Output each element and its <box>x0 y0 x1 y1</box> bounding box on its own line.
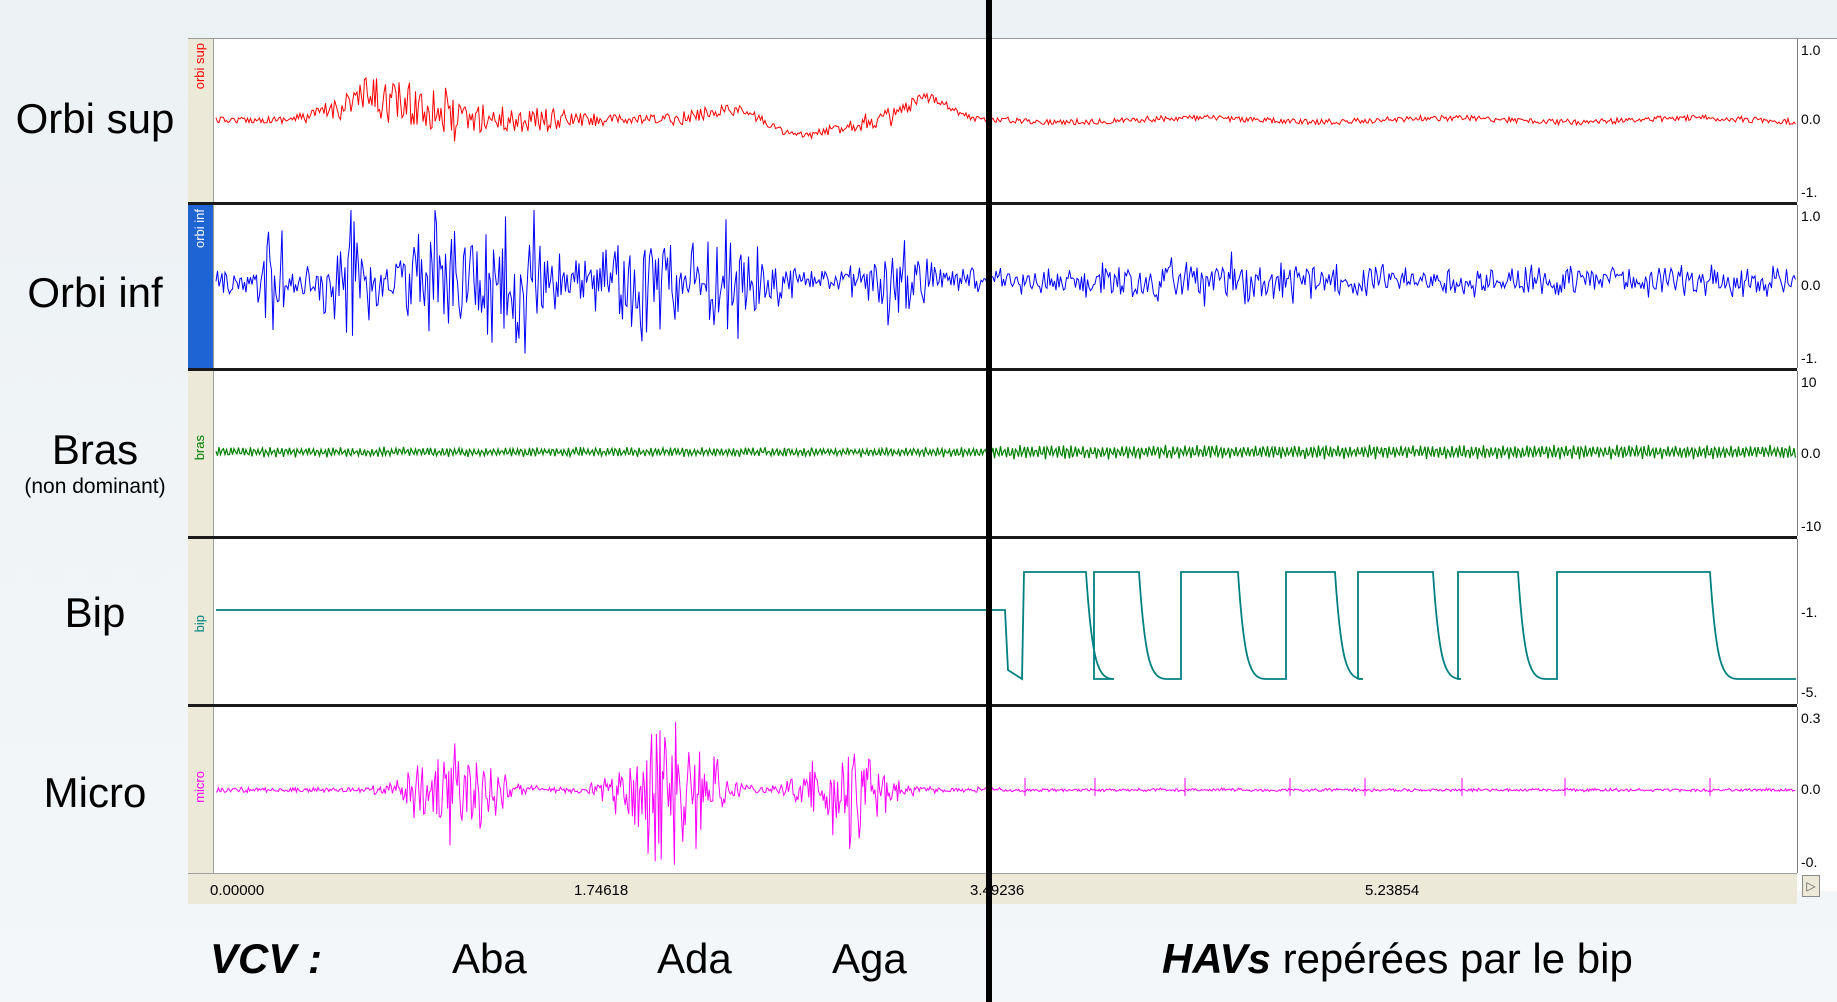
hav-label-rest: repérées par le bip <box>1270 935 1633 982</box>
scale-zero-micro: 0.0 <box>1801 781 1821 797</box>
channel-tab-bras[interactable]: bras <box>188 371 214 536</box>
scale-min-orbi-sup: -1. <box>1801 184 1818 200</box>
scale-strip-orbi-inf <box>1797 205 1837 368</box>
channel-tab-micro[interactable]: micro <box>188 707 214 873</box>
time-tick: 1.74618 <box>574 882 629 899</box>
scale-low-bip: -5. <box>1801 684 1818 700</box>
scale-max-orbi-sup: 1.0 <box>1801 42 1821 58</box>
scale-zero-orbi-inf: 0.0 <box>1801 277 1821 293</box>
row-label-bip: Bip <box>64 589 126 636</box>
vcv-label: VCV : <box>210 935 323 982</box>
waveform-micro <box>215 721 1796 865</box>
time-tick: 0.00000 <box>210 882 265 899</box>
channel-separator <box>188 368 1797 371</box>
channel-separator <box>188 536 1797 539</box>
waveform-trace <box>216 571 1796 681</box>
waveform-orbi-inf <box>215 209 1796 354</box>
scale-min-micro: -0. <box>1801 854 1818 870</box>
vcv-item-ada: Ada <box>657 935 732 982</box>
row-label-bras-main: Bras <box>51 426 139 473</box>
hav-label: HAVs repérées par le bip <box>1162 935 1633 983</box>
channel-separator <box>188 202 1797 205</box>
time-tick: 5.23854 <box>1365 882 1420 899</box>
hav-label-bold: HAVs <box>1162 935 1271 982</box>
vcv-item-aba: Aba <box>452 935 527 982</box>
scroll-right-icon[interactable]: ▷ <box>1802 875 1820 897</box>
scale-min-bras: -10 <box>1801 518 1822 534</box>
time-ruler[interactable] <box>188 873 1797 904</box>
scale-min-orbi-inf: -1. <box>1801 350 1818 366</box>
scale-strip-bip <box>1797 539 1837 704</box>
scale-max-bras: 10 <box>1801 374 1817 390</box>
time-tick: 3.49236 <box>970 882 1025 899</box>
waveform-trace <box>215 209 1796 354</box>
row-label-micro: Micro <box>43 769 147 816</box>
scale-strip-micro <box>1797 707 1837 873</box>
scale-high-bip: -1. <box>1801 604 1818 620</box>
channel-tab-orbi-inf[interactable]: orbi inf <box>188 205 214 368</box>
row-label-orbi-inf: Orbi inf <box>27 269 163 316</box>
channel-tab-orbi-sup[interactable]: orbi sup <box>188 39 214 202</box>
scale-zero-orbi-sup: 0.0 <box>1801 111 1821 127</box>
vcv-item-aga: Aga <box>832 935 907 982</box>
waveform-trace <box>215 444 1797 460</box>
scale-max-orbi-inf: 1.0 <box>1801 208 1821 224</box>
signal-viewer[interactable] <box>188 38 1837 891</box>
waveform-trace <box>215 76 1796 142</box>
row-label-orbi-sup: Orbi sup <box>15 95 175 142</box>
channel-tab-bip[interactable]: bip <box>188 539 214 704</box>
waveform-bras <box>215 444 1797 460</box>
scale-max-micro: 0.3 <box>1801 710 1821 726</box>
scale-strip-bras <box>1797 371 1837 536</box>
cursor-line <box>986 0 992 1002</box>
waveform-orbi-sup <box>215 76 1796 142</box>
waveform-trace <box>215 721 1796 865</box>
row-label-bras-sub: (non dominant) <box>24 475 166 499</box>
scale-strip-orbi-sup <box>1797 39 1837 202</box>
waveform-bip <box>216 571 1796 681</box>
row-label-bras: Bras (non dominant) <box>0 426 190 499</box>
scale-zero-bras: 0.0 <box>1801 445 1821 461</box>
channel-separator <box>188 704 1797 707</box>
